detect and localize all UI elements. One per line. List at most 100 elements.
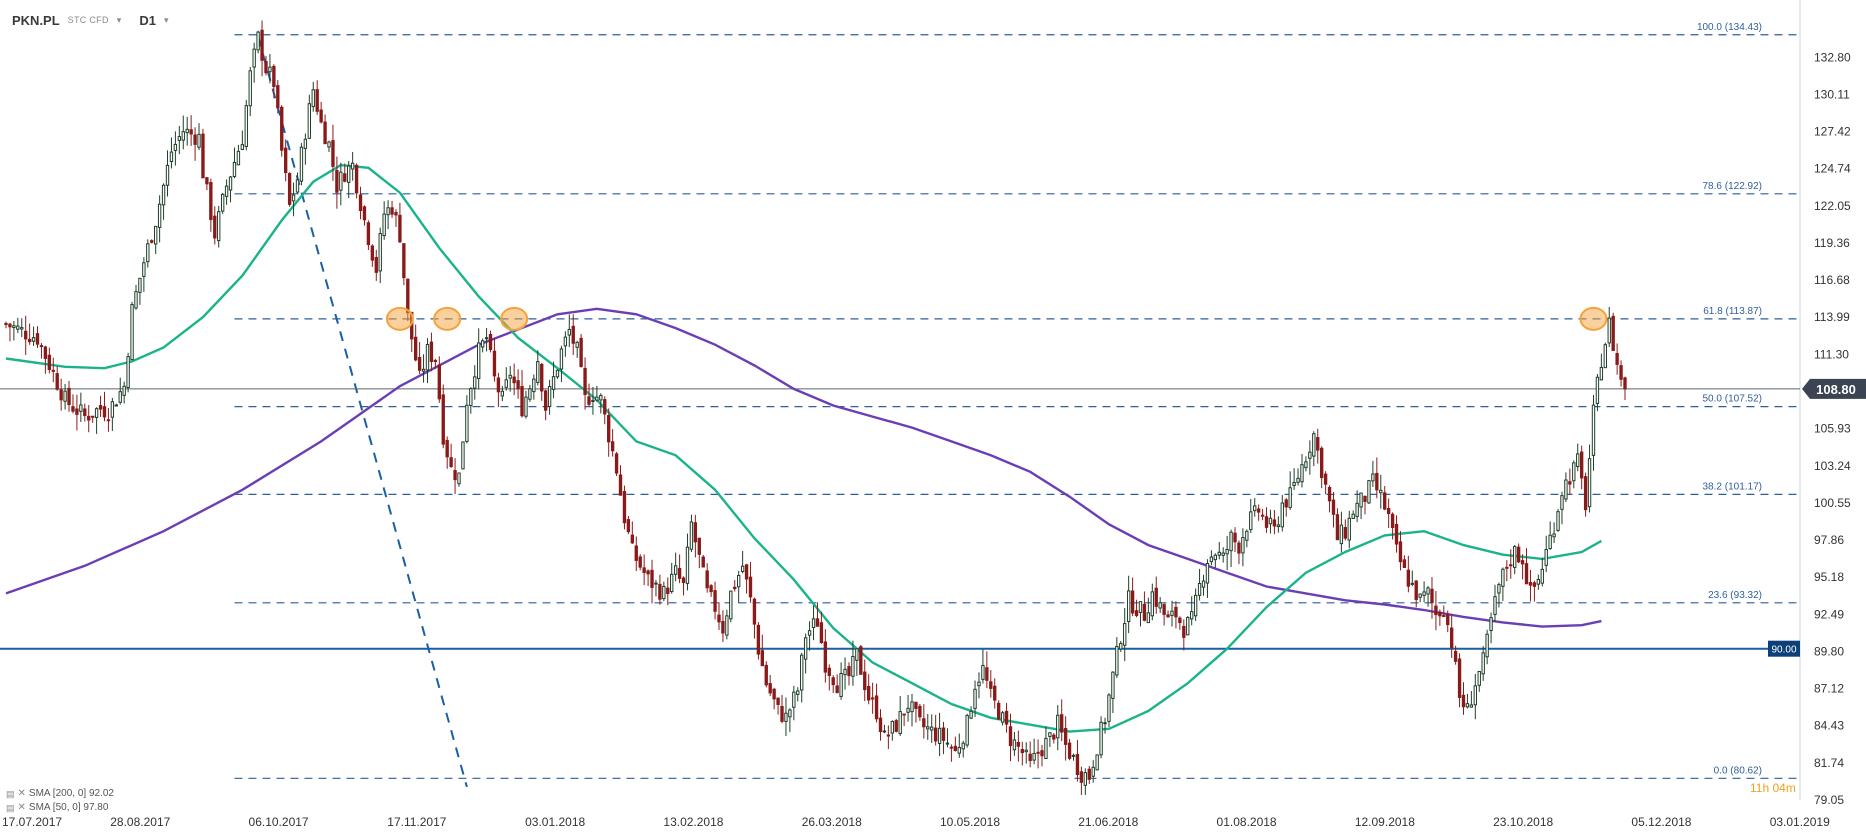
candle-body xyxy=(764,664,768,686)
candle-body xyxy=(1044,737,1048,759)
close-icon[interactable]: ✕ xyxy=(17,788,26,799)
y-tick-label: 130.11 xyxy=(1814,87,1850,101)
candle-body xyxy=(874,695,879,720)
x-date-label: 26.03.2018 xyxy=(802,815,862,829)
close-icon[interactable]: ✕ xyxy=(17,802,26,813)
candle-body xyxy=(1256,508,1261,513)
support-tag xyxy=(1768,640,1800,657)
y-tick-label: 122.05 xyxy=(1814,199,1851,213)
candle-body xyxy=(945,742,950,745)
candle-body xyxy=(1103,722,1107,725)
settings-icon[interactable]: ▤ xyxy=(6,789,15,799)
candle-body xyxy=(27,338,32,343)
candle-body xyxy=(1182,625,1186,638)
candle-body xyxy=(193,134,197,145)
candle-body xyxy=(957,747,961,754)
candle-body xyxy=(299,146,304,182)
candle-body xyxy=(1572,462,1576,482)
candle-body xyxy=(1516,546,1521,563)
candle-body xyxy=(232,161,237,178)
chevron-down-icon[interactable]: ▾ xyxy=(163,14,169,25)
candle-body xyxy=(421,368,426,372)
chart-toolbar: PKN.PL STC CFD ▾ D1 ▾ xyxy=(12,10,178,30)
candle-body xyxy=(1209,556,1214,563)
candle-body xyxy=(228,176,233,191)
candle-body xyxy=(1312,433,1316,457)
candle-body xyxy=(583,367,587,395)
symbol-selector[interactable]: PKN.PL xyxy=(12,12,60,28)
candle-body xyxy=(413,336,418,361)
candle-body xyxy=(528,388,532,400)
candle-body xyxy=(134,291,138,309)
candle-body xyxy=(12,325,16,329)
candle-body xyxy=(264,60,268,74)
candle-body xyxy=(1201,580,1206,588)
fib-level-label: 23.6 (93.32) xyxy=(1708,590,1762,601)
candle-body xyxy=(532,378,536,393)
candle-body xyxy=(1241,537,1245,554)
settings-icon[interactable]: ▤ xyxy=(6,803,15,813)
candle-body xyxy=(1056,714,1060,739)
candle-body xyxy=(1245,530,1249,541)
candle-body xyxy=(453,470,457,481)
candle-body xyxy=(579,337,583,368)
candle-body xyxy=(1505,566,1509,569)
candle-body xyxy=(1107,694,1111,722)
candle-body xyxy=(784,712,788,722)
candle-body xyxy=(240,144,245,150)
candle-body xyxy=(433,359,438,363)
candle-body xyxy=(898,711,902,734)
candle-body xyxy=(756,624,761,655)
candle-body xyxy=(1300,464,1304,483)
candle-body xyxy=(729,590,733,620)
candle-body xyxy=(1327,486,1332,502)
interval-selector[interactable]: D1 xyxy=(139,12,156,28)
y-tick-label: 103.24 xyxy=(1814,459,1851,473)
candle-body xyxy=(87,415,91,421)
candle-body xyxy=(851,655,855,677)
y-tick-label: 84.43 xyxy=(1814,719,1844,733)
candle-body xyxy=(614,453,619,474)
candle-body xyxy=(1308,451,1312,459)
candle-body xyxy=(390,207,394,215)
chevron-down-icon[interactable]: ▾ xyxy=(116,14,122,25)
candle-body xyxy=(1438,611,1442,617)
candle-body xyxy=(1615,353,1619,365)
candle-body xyxy=(1170,610,1174,616)
candle-body xyxy=(354,164,359,194)
candle-body xyxy=(1359,492,1363,508)
candle-body xyxy=(1091,766,1095,777)
sma50-label: SMA [50, 0] 97.80 xyxy=(28,802,109,813)
candle-body xyxy=(1465,703,1470,708)
candle-body xyxy=(1272,519,1277,527)
candle-body xyxy=(571,325,575,344)
candle-body xyxy=(555,369,560,378)
candle-body xyxy=(1178,617,1182,624)
candle-body xyxy=(1079,771,1084,783)
candle-body xyxy=(217,211,221,242)
sma200-line xyxy=(5,307,1602,628)
candle-body xyxy=(1292,482,1296,486)
candle-body xyxy=(118,391,122,403)
candle-body xyxy=(1304,461,1308,469)
candle-body xyxy=(965,715,969,746)
candle-body xyxy=(181,131,185,141)
candle-body xyxy=(1119,642,1123,650)
candle-body xyxy=(1536,578,1541,585)
candle-body xyxy=(1217,551,1221,556)
candle-body xyxy=(374,256,378,273)
candle-body xyxy=(47,354,52,371)
candle-body xyxy=(953,745,958,751)
candle-body xyxy=(256,31,260,51)
candle-body xyxy=(681,577,686,584)
x-date-label: 23.10.2018 xyxy=(1493,815,1553,829)
candle-body xyxy=(1063,727,1068,745)
candle-body xyxy=(370,245,375,261)
candle-body xyxy=(1004,710,1009,725)
candle-body xyxy=(8,323,12,328)
candle-body xyxy=(169,151,174,163)
candle-body xyxy=(725,615,729,636)
candle-body xyxy=(445,439,449,458)
fib-level-label: 78.6 (122.92) xyxy=(1703,181,1763,192)
